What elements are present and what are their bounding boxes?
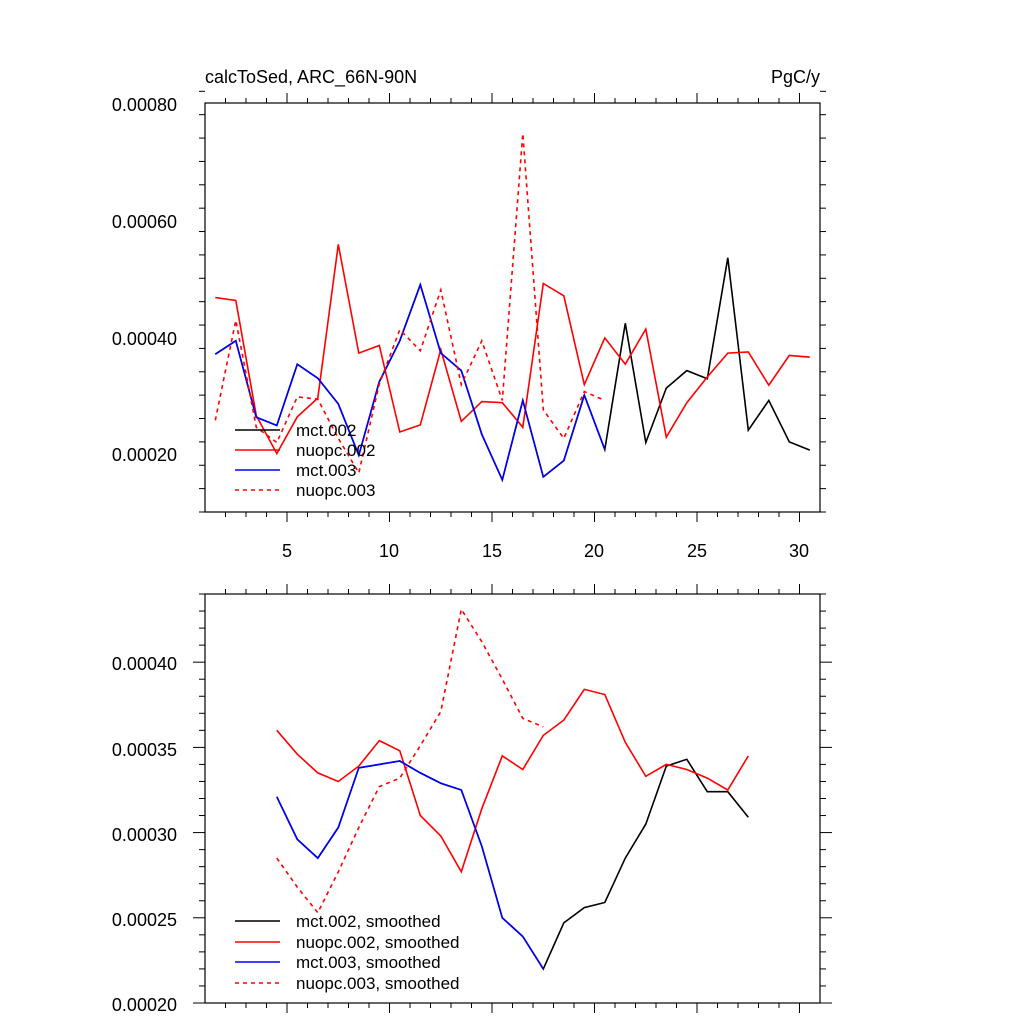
legend-label-nuopc-003: nuopc.003 — [296, 481, 375, 500]
top-x-tick-label: 5 — [282, 541, 292, 561]
series-line-mct-003-smoothed — [276, 760, 544, 970]
bottom-y-tick-labels: 0.00020 0.00025 0.00030 0.00035 0.00040 — [112, 654, 177, 1015]
top-x-tick-label: 10 — [379, 541, 399, 561]
top-x-tick-labels: 5 10 15 20 25 30 — [282, 541, 809, 561]
top-y-tick-label: 0.00060 — [112, 212, 177, 232]
top-x-tick-label: 30 — [789, 541, 809, 561]
series-line-mct-003 — [214, 282, 606, 483]
legend-label-mct-002-smoothed: mct.002, smoothed — [296, 912, 441, 931]
top-legend: mct.002 nuopc.002 mct.003 nuopc.003 — [235, 421, 375, 500]
bottom-y-tick-label: 0.00040 — [112, 654, 177, 674]
bottom-y-tick-label: 0.00035 — [112, 740, 177, 760]
series-line-nuopc-003-smoothed — [276, 607, 544, 915]
legend-label-mct-002: mct.002 — [296, 421, 356, 440]
top-x-tick-label: 20 — [584, 541, 604, 561]
legend-label-mct-003: mct.003 — [296, 461, 356, 480]
legend-label-nuopc-003-smoothed: nuopc.003, smoothed — [296, 974, 460, 993]
top-panel: calcToSed, ARC_66N-90N PgC/y 0.00020 0.0… — [112, 67, 826, 561]
series-line-nuopc-003 — [214, 133, 606, 476]
bottom-plot-frame — [204, 593, 821, 1004]
top-y-tick-label: 0.00080 — [112, 95, 177, 115]
bottom-legend: mct.002, smoothed nuopc.002, smoothed mc… — [235, 912, 460, 993]
top-y-tick-labels: 0.00020 0.00040 0.00060 0.00080 — [112, 95, 177, 465]
bottom-y-tick-label: 0.00030 — [112, 825, 177, 845]
top-y-tick-label: 0.00020 — [112, 445, 177, 465]
top-axis-ticks — [199, 90, 826, 522]
top-series-lines — [214, 133, 811, 483]
legend-label-mct-003-smoothed: mct.003, smoothed — [296, 953, 441, 972]
top-chart-units: PgC/y — [771, 67, 820, 87]
bottom-y-tick-label: 0.00025 — [112, 910, 177, 930]
top-chart-title: calcToSed, ARC_66N-90N — [205, 67, 417, 88]
bottom-series-lines — [276, 607, 749, 971]
bottom-y-tick-label: 0.00020 — [112, 995, 177, 1015]
series-line-nuopc-002 — [215, 244, 810, 456]
series-line-nuopc-002-smoothed — [276, 688, 749, 874]
bottom-panel: 0.00020 0.00025 0.00030 0.00035 0.00040 … — [112, 584, 832, 1015]
bottom-axis-ticks — [193, 584, 832, 1013]
top-plot-frame — [204, 102, 821, 513]
legend-label-nuopc-002-smoothed: nuopc.002, smoothed — [296, 933, 460, 952]
top-x-tick-label: 15 — [482, 541, 502, 561]
legend-label-nuopc-002: nuopc.002 — [296, 441, 375, 460]
top-y-tick-label: 0.00040 — [112, 329, 177, 349]
top-x-tick-label: 25 — [687, 541, 707, 561]
